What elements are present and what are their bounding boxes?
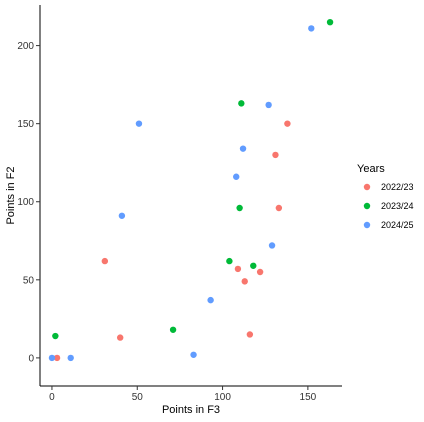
data-point (234, 265, 242, 273)
y-tick-label: 0 (28, 353, 34, 364)
data-point (265, 101, 272, 109)
data-point (52, 332, 59, 340)
x-tick-label: 100 (214, 392, 231, 403)
legend-key (363, 202, 371, 210)
data-point (169, 326, 177, 333)
data-point (241, 278, 248, 285)
data-point (326, 18, 334, 26)
data-point (268, 242, 276, 249)
data-point (67, 354, 74, 362)
legend-key (363, 183, 371, 191)
data-point (308, 25, 315, 32)
data-point (53, 354, 61, 362)
x-tick-label: 50 (132, 392, 144, 403)
data-point (207, 296, 214, 304)
data-point (256, 268, 264, 276)
legend-title: Years (357, 163, 385, 175)
data-point (48, 354, 56, 362)
data-point (238, 100, 245, 107)
data-point (118, 212, 126, 219)
data-point (236, 204, 243, 212)
x-axis: 0 50 100 150 (40, 385, 342, 403)
x-tick-label: 0 (49, 392, 55, 403)
data-point (284, 120, 291, 127)
y-axis: 0 50 100 150 200 (17, 5, 41, 386)
y-tick-label: 150 (17, 119, 34, 130)
y-axis-title: Points in F2 (5, 166, 17, 224)
data-point (275, 204, 283, 212)
y-tick-label: 200 (17, 41, 34, 52)
data-point (233, 173, 240, 180)
data-point (190, 351, 197, 358)
data-point (135, 120, 143, 127)
legend-label: 2022/23 (381, 182, 414, 192)
data-point (116, 334, 124, 341)
legend-label: 2023/24 (381, 201, 414, 211)
legend-label: 2024/25 (381, 220, 414, 230)
data-point (272, 151, 279, 159)
y-tick-label: 50 (23, 275, 35, 286)
data-point (239, 145, 247, 152)
x-tick-label: 150 (300, 392, 317, 403)
y-tick-label: 100 (17, 197, 34, 208)
data-point (226, 257, 233, 265)
plot-area (48, 18, 334, 362)
legend: Years 2022/23 2023/24 2024/25 (357, 163, 414, 230)
legend-key (363, 221, 371, 229)
x-axis-title: Points in F3 (162, 404, 220, 416)
data-point (246, 331, 254, 338)
data-point (250, 262, 257, 269)
data-point (101, 257, 109, 265)
